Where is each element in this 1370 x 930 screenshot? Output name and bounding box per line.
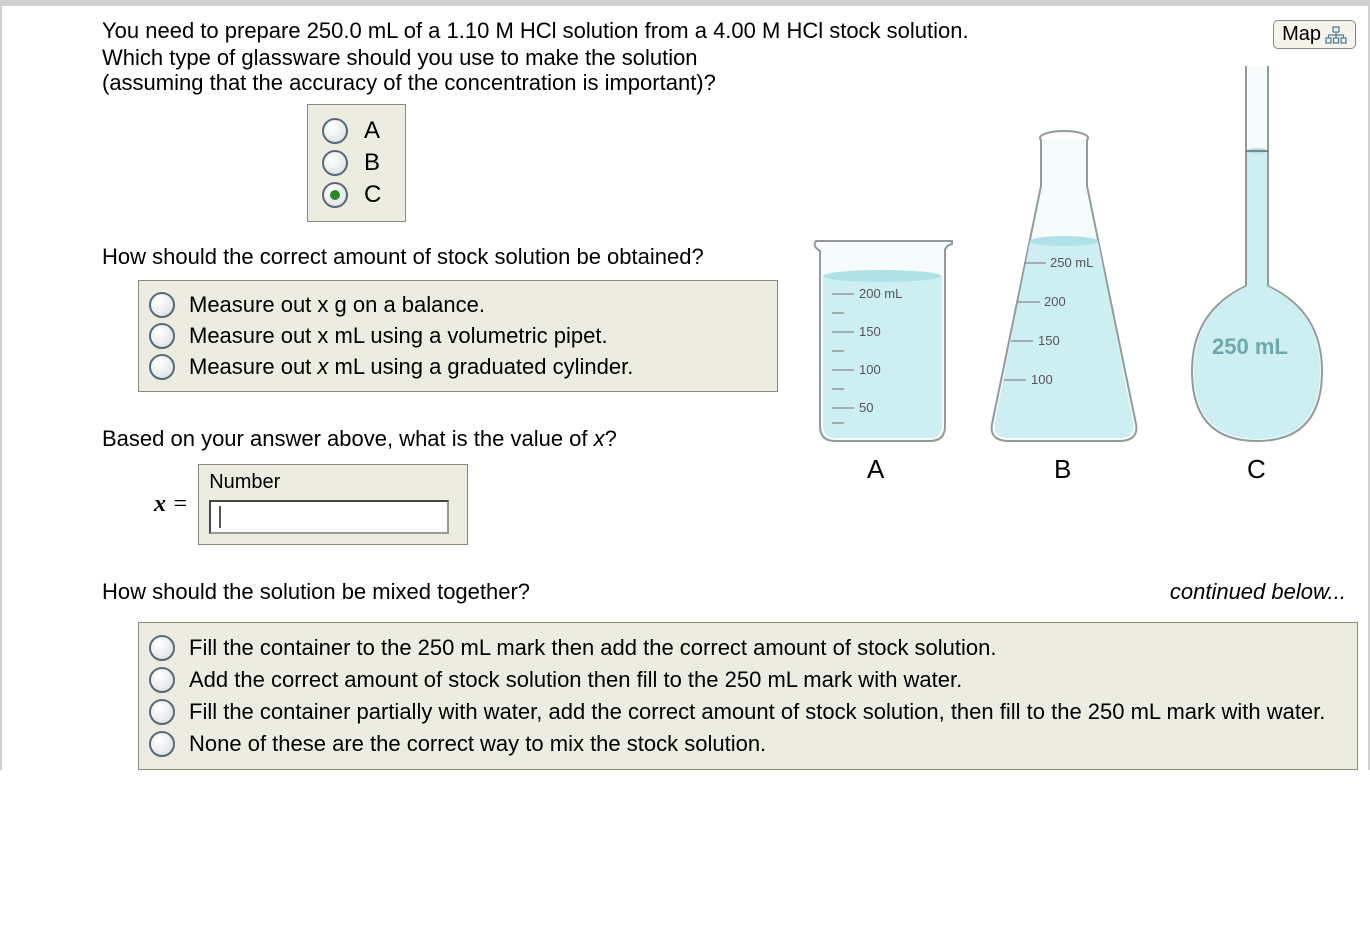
q1-option-b[interactable]: B xyxy=(322,149,381,177)
q4-option-a[interactable]: Fill the container to the 250 mL mark th… xyxy=(149,635,1343,661)
q1-option-a[interactable]: A xyxy=(322,117,381,145)
radio-icon xyxy=(149,635,175,661)
svg-text:100: 100 xyxy=(1031,372,1053,387)
q4-option-b-label: Add the correct amount of stock solution… xyxy=(189,668,962,692)
glassware-a-label: A xyxy=(867,454,884,485)
radio-icon xyxy=(322,118,348,144)
q2-option-a[interactable]: Measure out x g on a balance. xyxy=(149,292,759,318)
svg-text:250 mL: 250 mL xyxy=(1212,334,1288,359)
radio-icon xyxy=(149,667,175,693)
glassware-c-label: C xyxy=(1247,454,1266,485)
q4-option-a-label: Fill the container to the 250 mL mark th… xyxy=(189,636,997,660)
q2-option-b[interactable]: Measure out x mL using a volumetric pipe… xyxy=(149,323,759,349)
number-input-box: Number xyxy=(198,464,468,545)
q1-option-a-label: A xyxy=(364,117,380,145)
radio-icon xyxy=(149,731,175,757)
svg-text:200 mL: 200 mL xyxy=(859,286,902,301)
sitemap-icon xyxy=(1325,26,1347,44)
q4-option-b[interactable]: Add the correct amount of stock solution… xyxy=(149,667,1343,693)
q2-option-b-label: Measure out x mL using a volumetric pipe… xyxy=(189,323,608,349)
q2-option-c-label: Measure out x mL using a graduated cylin… xyxy=(189,354,633,379)
q4-option-d[interactable]: None of these are the correct way to mix… xyxy=(149,731,1343,757)
text-cursor-icon xyxy=(219,506,221,528)
radio-icon xyxy=(322,150,348,176)
question4: How should the solution be mixed togethe… xyxy=(102,579,530,605)
radio-icon xyxy=(149,354,175,380)
question1-line1: You need to prepare 250.0 mL of a 1.10 M… xyxy=(102,18,1202,44)
question3-pre: Based on your answer above, what is the … xyxy=(102,426,594,451)
question3-post: ? xyxy=(605,426,617,451)
q1-option-c[interactable]: C xyxy=(322,181,381,209)
radio-icon xyxy=(149,323,175,349)
continued-below-text: continued below... xyxy=(1170,579,1346,605)
x-equals-label: x = xyxy=(154,491,188,518)
q4-options-box: Fill the container to the 250 mL mark th… xyxy=(138,622,1358,770)
q4-option-c-label: Fill the container partially with water,… xyxy=(189,700,1325,724)
radio-icon-selected xyxy=(322,182,348,208)
q2-option-a-label: Measure out x g on a balance. xyxy=(189,292,485,318)
glassware-illustration: 200 mL 150 100 50 xyxy=(792,66,1352,486)
radio-icon xyxy=(149,292,175,318)
x-value-input[interactable] xyxy=(209,500,449,534)
question3-var: x xyxy=(594,426,605,451)
q4-option-c[interactable]: Fill the container partially with water,… xyxy=(149,699,1343,725)
svg-text:150: 150 xyxy=(1038,333,1060,348)
svg-text:100: 100 xyxy=(859,362,881,377)
svg-text:50: 50 xyxy=(859,400,873,415)
question1-line2: Which type of glassware should you use t… xyxy=(102,46,802,95)
glassware-b-label: B xyxy=(1054,454,1071,485)
q2-option-c[interactable]: Measure out x mL using a graduated cylin… xyxy=(149,354,759,380)
q1-option-c-label: C xyxy=(364,181,381,209)
q1-options-box: A B C xyxy=(307,104,406,222)
svg-text:250 mL: 250 mL xyxy=(1050,255,1093,270)
map-label: Map xyxy=(1282,23,1321,46)
number-label: Number xyxy=(209,471,457,494)
q1-option-b-label: B xyxy=(364,149,380,177)
q4-option-d-label: None of these are the correct way to mix… xyxy=(189,732,766,756)
svg-text:150: 150 xyxy=(859,324,881,339)
q2-options-box: Measure out x g on a balance. Measure ou… xyxy=(138,280,778,392)
map-button[interactable]: Map xyxy=(1273,20,1356,49)
svg-text:200: 200 xyxy=(1044,294,1066,309)
radio-icon xyxy=(149,699,175,725)
